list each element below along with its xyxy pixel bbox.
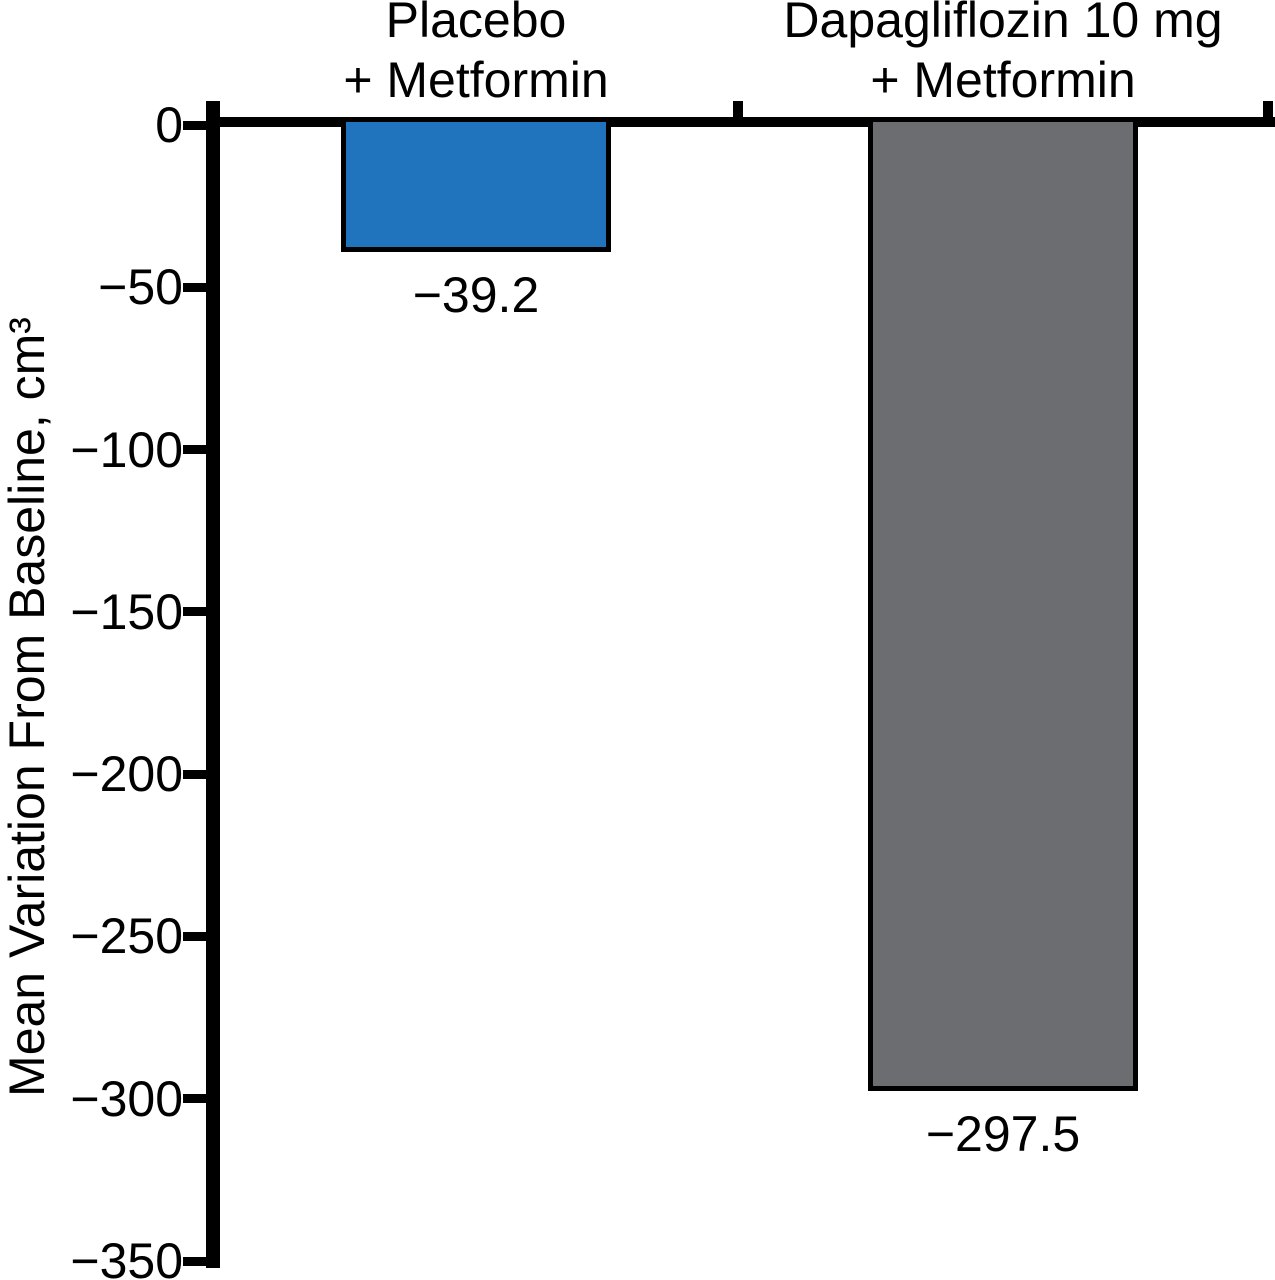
category-label: Dapagliflozin 10 mg + Metformin [703,0,1275,110]
y-tick-label: −150 [70,584,183,640]
y-tick-label: 0 [155,97,183,153]
category-label: Placebo + Metformin [176,0,776,110]
y-axis-tick [183,283,208,292]
y-axis-tick [183,607,208,616]
y-axis-tick [183,1257,208,1266]
y-axis-tick [183,770,208,779]
y-tick-label: −350 [70,1233,183,1280]
category-label-line: Placebo [385,0,567,48]
y-tick-label: −250 [70,908,183,964]
y-tick-label: −300 [70,1071,183,1127]
bar-value-label: −39.2 [412,267,540,323]
category-boundary-tick [733,101,743,127]
y-tick-label: −100 [70,422,183,478]
y-tick-label: −50 [98,259,183,315]
category-label-line: Dapagliflozin 10 mg [783,0,1223,48]
category-label-line: + Metformin [343,52,609,108]
y-axis-line [206,101,220,1268]
bar [341,117,611,252]
y-axis-tick [183,445,208,454]
category-boundary-tick [1263,101,1273,127]
bar-value-label: −297.5 [925,1106,1081,1162]
y-axis-tick [183,932,208,941]
y-tick-label: −200 [70,746,183,802]
y-axis-tick [183,121,208,130]
bar [868,117,1138,1091]
y-axis-tick [183,1094,208,1103]
category-label-line: + Metformin [870,52,1136,108]
